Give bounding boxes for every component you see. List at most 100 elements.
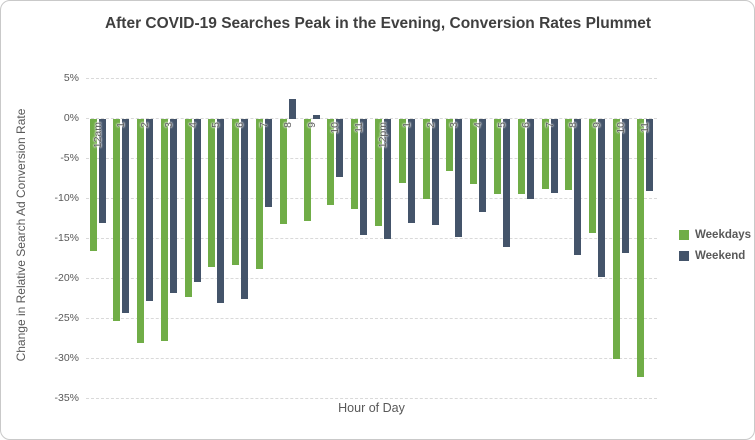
- bar-weekdays-2: [137, 119, 145, 343]
- bar-weekend-4: [193, 119, 201, 283]
- bar-weekdays-10: [612, 119, 620, 359]
- bar-weekdays-4: [470, 119, 478, 184]
- plot-area: 12am 1 2 3 4 5 6 7 8 9 10 11 12pm 1 2 3 4 5 6 7 8 9 10 11: [86, 78, 657, 399]
- bar-weekend-4: [479, 119, 487, 212]
- legend-item-weekend: Weekend: [679, 250, 751, 262]
- bar-weekend-2: [431, 119, 439, 226]
- bar-weekend-9: [598, 119, 606, 278]
- bar-weekend-3: [169, 119, 177, 294]
- bar-weekend-10: [621, 119, 629, 254]
- bar-weekend-1: [407, 119, 415, 223]
- x-tick-label: 11: [353, 122, 366, 133]
- gridline: [86, 278, 657, 279]
- bar-weekend-12pm: [384, 119, 391, 239]
- gridline: [86, 118, 657, 119]
- x-tick-label: 6: [234, 122, 247, 128]
- x-tick-label: 2: [424, 122, 437, 128]
- bar-weekdays-4: [184, 119, 192, 298]
- gridline: [86, 318, 657, 319]
- y-tick-label: -5%: [60, 152, 79, 164]
- x-tick-label: 5: [210, 122, 223, 128]
- gridline: [86, 398, 657, 399]
- x-tick-label: 10: [614, 122, 627, 134]
- bar-weekend-3: [455, 119, 463, 238]
- legend-item-weekdays: Weekdays: [679, 229, 751, 241]
- bar-weekdays-5: [208, 119, 216, 267]
- x-tick-label: 7: [543, 122, 556, 128]
- bar-weekdays-12am: [89, 119, 97, 251]
- bar-weekend-1: [122, 119, 130, 314]
- bar-weekdays-3: [160, 119, 168, 341]
- x-tick-label: 3: [448, 122, 461, 128]
- bar-weekdays-9: [303, 119, 311, 221]
- bar-weekdays-11: [351, 119, 359, 210]
- x-tick-label: 5: [495, 122, 508, 128]
- bar-weekdays-8: [565, 119, 573, 191]
- x-tick-label: 11: [638, 122, 651, 133]
- y-tick-label: 0%: [63, 112, 79, 124]
- y-tick-label: -10%: [54, 192, 79, 204]
- x-tick-label: 8: [567, 122, 580, 128]
- bar-weekdays-3: [446, 119, 454, 171]
- y-tick-label: -20%: [54, 272, 79, 284]
- bar-weekdays-10: [327, 119, 335, 206]
- bar-weekdays-8: [279, 119, 287, 224]
- y-axis-title: Change in Relative Search Ad Conversion …: [14, 108, 28, 362]
- bar-weekdays-1: [113, 119, 121, 322]
- x-tick-label: 12am: [91, 122, 104, 149]
- x-tick-label: 6: [519, 122, 532, 128]
- bar-weekdays-11: [636, 119, 644, 378]
- bar-weekdays-1: [398, 119, 406, 183]
- bar-weekend-5: [502, 119, 510, 247]
- legend: Weekdays Weekend: [679, 229, 751, 271]
- gridline: [86, 78, 657, 79]
- bar-weekend-11: [645, 119, 653, 191]
- x-tick-label: 4: [472, 122, 485, 128]
- x-tick-label: 7: [258, 122, 271, 128]
- gridline: [86, 358, 657, 359]
- bar-weekdays-7: [256, 119, 264, 269]
- gridline: [86, 238, 657, 239]
- y-tick-label: -25%: [54, 312, 79, 324]
- x-tick-label: 4: [186, 122, 199, 128]
- x-tick-label: 8: [281, 122, 294, 128]
- bar-weekend-6: [526, 119, 534, 199]
- y-tick-label: 5%: [63, 72, 79, 84]
- y-tick-label: -15%: [54, 232, 79, 244]
- bar-weekdays-9: [589, 119, 597, 233]
- bar-weekdays-6: [517, 119, 525, 195]
- x-tick-label: 10: [329, 122, 342, 134]
- bar-weekend-11: [360, 119, 368, 235]
- gridline: [86, 198, 657, 199]
- x-tick-label: 3: [162, 122, 175, 128]
- bar-weekdays-5: [493, 119, 501, 195]
- bar-weekend-7: [550, 119, 558, 193]
- legend-label: Weekend: [695, 250, 746, 262]
- chart-title: After COVID-19 Searches Peak in the Even…: [104, 15, 652, 32]
- bar-weekdays-7: [541, 119, 549, 189]
- x-tick-label: 1: [400, 122, 413, 128]
- legend-swatch-weekdays: [679, 230, 689, 240]
- bar-weekend-12am: [98, 119, 106, 223]
- y-tick-label: -35%: [54, 392, 79, 404]
- bar-weekend-8: [288, 99, 296, 119]
- bar-weekend-10: [336, 119, 344, 178]
- bar-weekdays-2: [422, 119, 430, 199]
- x-tick-label: 9: [305, 122, 318, 128]
- x-tick-label: 9: [591, 122, 604, 128]
- y-tick-label: -30%: [54, 352, 79, 364]
- bar-weekdays-12pm: [375, 119, 382, 227]
- gridline: [86, 158, 657, 159]
- bar-weekend-2: [146, 119, 154, 302]
- bar-weekend-7: [265, 119, 273, 207]
- x-tick-label: 1: [115, 122, 128, 128]
- bar-weekend-9: [312, 115, 320, 119]
- legend-label: Weekdays: [695, 229, 752, 241]
- bar-weekend-8: [574, 119, 582, 255]
- x-tick-label: 12pm: [377, 122, 389, 149]
- x-tick-label: 2: [139, 122, 152, 128]
- x-axis-title: Hour of Day: [338, 401, 405, 415]
- bar-weekend-6: [241, 119, 249, 299]
- bar-weekdays-6: [232, 119, 240, 266]
